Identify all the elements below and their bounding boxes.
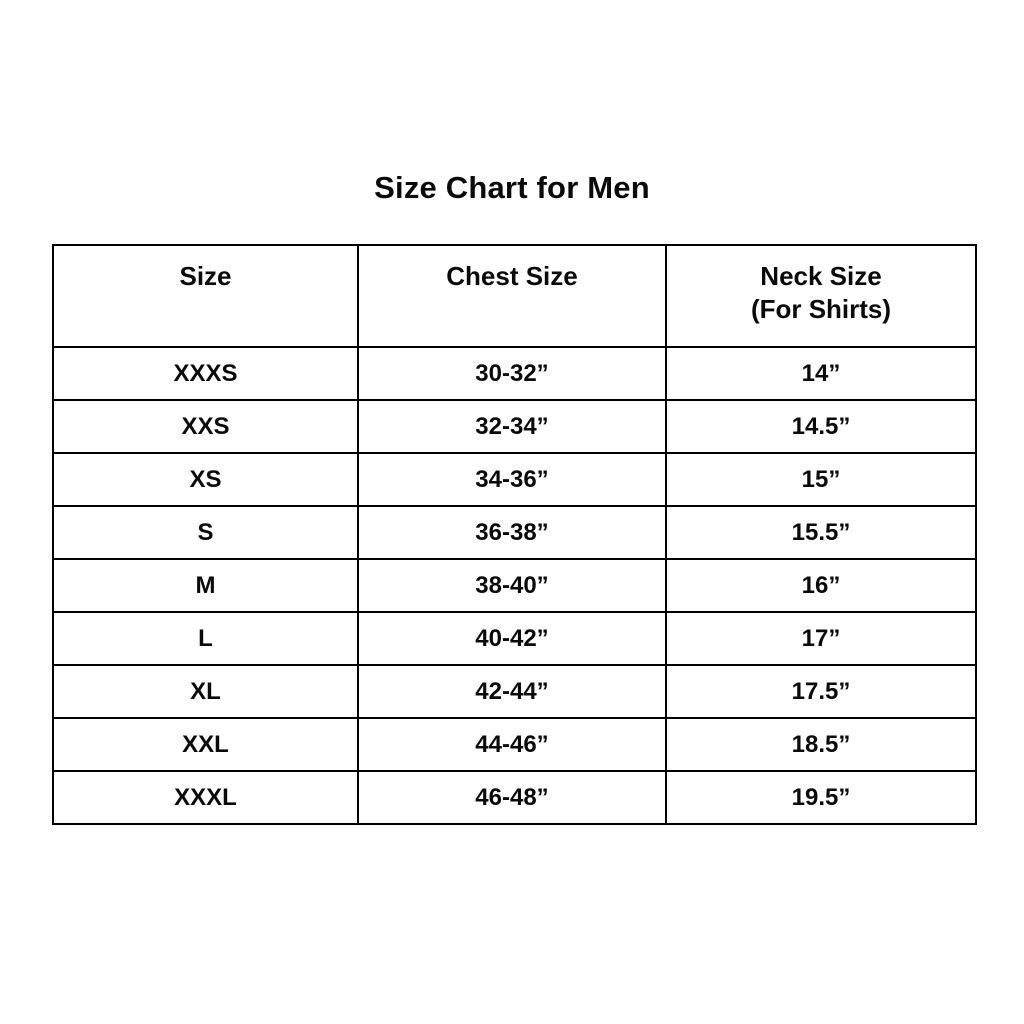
column-header-size: Size xyxy=(52,244,359,348)
table-row: XXS 32-34” 14.5” xyxy=(52,399,977,454)
cell-neck-size: 14.5” xyxy=(665,399,977,454)
cell-neck-size: 16” xyxy=(665,558,977,613)
cell-size: M xyxy=(52,558,359,613)
page-title: Size Chart for Men xyxy=(374,170,650,205)
column-header-neck-size-line2: (For Shirts) xyxy=(750,294,892,325)
cell-chest-size: 44-46” xyxy=(357,717,667,772)
cell-neck-size: 15” xyxy=(665,452,977,507)
cell-size: XXXL xyxy=(52,770,359,825)
cell-neck-size: 18.5” xyxy=(665,717,977,772)
table-row: XXL 44-46” 18.5” xyxy=(52,717,977,772)
table-row: XXXS 30-32” 14” xyxy=(52,346,977,401)
cell-neck-size: 15.5” xyxy=(665,505,977,560)
cell-chest-size: 36-38” xyxy=(357,505,667,560)
column-header-chest-size-label: Chest Size xyxy=(446,261,578,291)
cell-size: L xyxy=(52,611,359,666)
cell-neck-size: 19.5” xyxy=(665,770,977,825)
cell-size: S xyxy=(52,505,359,560)
table-row: XS 34-36” 15” xyxy=(52,452,977,507)
cell-chest-size: 34-36” xyxy=(357,452,667,507)
column-header-neck-size: Neck Size (For Shirts) xyxy=(665,244,977,348)
cell-size: XXXS xyxy=(52,346,359,401)
cell-neck-size: 17.5” xyxy=(665,664,977,719)
table-body: XXXS 30-32” 14” XXS 32-34” 14.5” XS 34-3… xyxy=(52,346,977,825)
cell-size: XXS xyxy=(52,399,359,454)
column-header-size-label: Size xyxy=(179,261,232,291)
table-row: XL 42-44” 17.5” xyxy=(52,664,977,719)
table-row: L 40-42” 17” xyxy=(52,611,977,666)
cell-chest-size: 38-40” xyxy=(357,558,667,613)
cell-chest-size: 32-34” xyxy=(357,399,667,454)
cell-neck-size: 14” xyxy=(665,346,977,401)
column-header-chest-size: Chest Size xyxy=(357,244,667,348)
cell-size: XXL xyxy=(52,717,359,772)
cell-chest-size: 30-32” xyxy=(357,346,667,401)
size-chart-table: Size Chest Size Neck Size (For Shirts) X… xyxy=(52,244,977,825)
table-row: XXXL 46-48” 19.5” xyxy=(52,770,977,825)
cell-chest-size: 42-44” xyxy=(357,664,667,719)
table-row: S 36-38” 15.5” xyxy=(52,505,977,560)
cell-chest-size: 40-42” xyxy=(357,611,667,666)
table-header: Size Chest Size Neck Size (For Shirts) xyxy=(52,244,977,348)
cell-size: XL xyxy=(52,664,359,719)
table-row: M 38-40” 16” xyxy=(52,558,977,613)
column-header-neck-size-line1: Neck Size xyxy=(760,261,882,291)
cell-chest-size: 46-48” xyxy=(357,770,667,825)
cell-size: XS xyxy=(52,452,359,507)
header-row: Size Chest Size Neck Size (For Shirts) xyxy=(52,244,977,348)
cell-neck-size: 17” xyxy=(665,611,977,666)
